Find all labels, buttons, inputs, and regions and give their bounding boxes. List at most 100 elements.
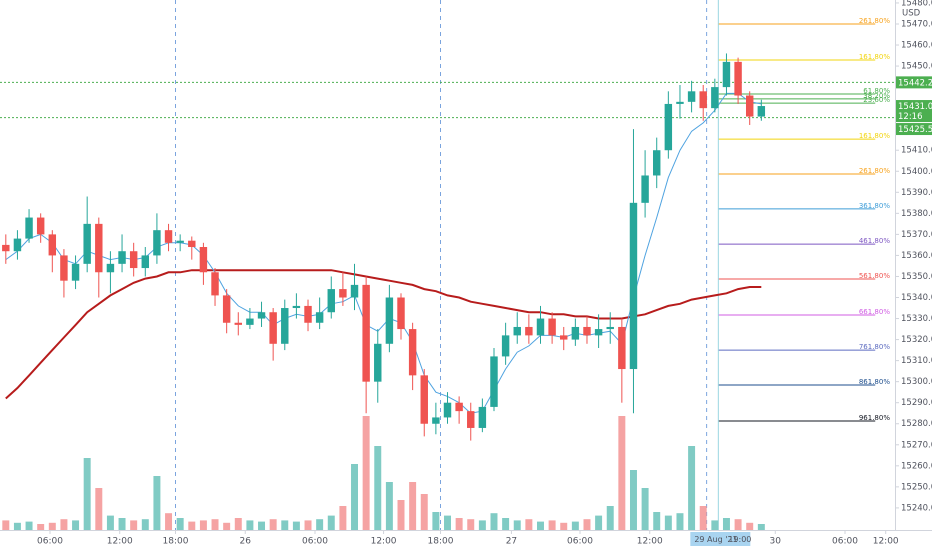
price-line-label: 15442.25 [898,78,932,88]
candle-body [664,103,673,151]
candle-body [711,87,719,109]
candle-body [548,318,556,336]
candle-body [745,95,754,117]
y-tick-label: 15340.00 [901,293,932,303]
volume-bar [711,520,719,530]
candle-body [571,326,580,340]
candle-body [676,101,684,104]
volume-bar [560,522,568,530]
fib-label: 161.80% [859,53,890,61]
volume-bar [490,513,498,530]
candle-body [188,240,196,248]
volume-bar [304,520,312,530]
candle-body [211,272,219,296]
candle-body [129,251,138,269]
volume-bar [246,520,254,530]
x-tick-label: 12:00 [637,537,663,547]
candle-body [246,318,254,325]
volume-bar [432,512,440,530]
candle-body [222,295,231,323]
volume-bar [513,520,521,530]
volume-bar [444,515,451,530]
candle-body [95,223,103,273]
candle-body [397,297,405,330]
y-tick-label: 15400.00 [901,167,932,177]
fib-label: 661.80% [859,308,890,316]
volume-bar [722,518,730,530]
volume-bar [48,522,56,530]
volume-bar [374,446,382,530]
volume-bar [525,519,533,530]
volume-bar [385,482,393,530]
candle-body [420,375,428,424]
candle-body [560,335,568,340]
candle-body [374,343,382,382]
candle-body [757,106,766,117]
x-tick-label: 18:00 [428,537,454,547]
volume-bar [327,515,335,530]
candle-body [455,402,463,412]
volume-bar [641,488,649,530]
candle-body [734,61,742,96]
volume-bar [130,520,138,530]
candle-body [176,240,184,243]
candle-body [36,217,45,235]
y-tick-label: 15240.00 [901,503,932,513]
volume-bar [757,524,765,530]
candle-body [164,230,173,243]
volume-bar [95,488,103,530]
candle-body [618,326,626,370]
y-tick-label: 15250.00 [901,482,932,492]
candle-body [257,312,266,319]
volume-bar [223,522,231,530]
candle-body [385,297,394,344]
fib-label: 261.80% [859,167,890,175]
x-tick-label: 26 [240,537,252,547]
candle-body [408,329,417,376]
x-tick-label: 30 [770,537,782,547]
fib-label: 561.80% [859,272,890,280]
volume-bar [316,519,324,530]
volume-bar [106,515,114,530]
crosshair-time-box [690,532,751,546]
candle-body [2,244,10,252]
volume-bar [211,519,219,530]
volume-bar [664,515,672,530]
price-line-label-box [896,123,932,136]
y-tick-label: 15370.00 [901,230,932,240]
fib-label: 361.80% [859,202,890,210]
candle-body [315,312,324,323]
volume-bar [2,520,10,530]
volume-bar [699,506,707,530]
candle-body [281,308,289,344]
candle-body [234,322,242,325]
volume-bar [734,519,742,530]
price-line-label-box [896,76,932,89]
candle-body [641,175,649,203]
candle-body [60,255,68,281]
volume-bar [618,416,626,530]
volume-bar [83,458,91,530]
candle-body [118,251,126,264]
crosshair-date: 29 Aug '21 [694,535,737,544]
x-tick-label: 06:00 [832,537,858,547]
candle-body [699,91,707,109]
volume-bar [688,446,696,530]
candle-body [141,255,150,269]
volume-bar [199,520,207,530]
volume-bar [571,521,579,530]
fib-label: 861.80% [859,378,890,386]
volume-bar [234,518,242,530]
y-tick-label: 15390.00 [901,188,932,198]
volume-bar [397,500,405,530]
y-tick-label: 15280.00 [901,419,932,429]
candle-body [443,402,452,418]
y-tick-label: 15320.00 [901,335,932,345]
candle-body [327,289,335,313]
volume-bar [188,521,196,530]
volume-bar [141,519,149,530]
fib-label: 23.60% [863,96,890,104]
x-tick-label: 12:00 [371,537,397,547]
candle-body [48,234,57,256]
